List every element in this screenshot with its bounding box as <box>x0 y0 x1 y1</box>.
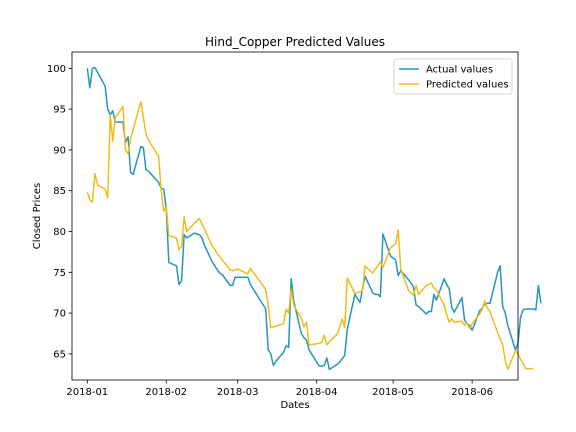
plot-frame <box>71 51 519 381</box>
y-tick-label: 80 <box>53 227 66 238</box>
x-tick-label: 2018-03 <box>217 387 259 398</box>
y-tick-label: 65 <box>53 349 66 360</box>
legend-box <box>393 58 513 95</box>
x-tick-label: 2018-05 <box>372 387 414 398</box>
x-tick-label: 2018-02 <box>145 387 187 398</box>
x-tick-label: 2018-04 <box>296 387 338 398</box>
legend-label-1: Actual values <box>426 65 493 76</box>
y-tick-label: 70 <box>53 309 66 320</box>
y-tick-label: 90 <box>53 145 66 156</box>
chart-title: Hind_Copper Predicted Values <box>205 35 385 49</box>
legend-label-2: Predicted values <box>426 80 509 91</box>
x-axis: 2018-01 2018-02 2018-03 2018-04 2018-05 2018-… <box>66 380 493 398</box>
series-line-2 <box>86 101 534 371</box>
series-layer <box>86 66 542 371</box>
series-line-1 <box>86 66 542 371</box>
x-axis-label: Dates <box>280 400 309 411</box>
y-axis-label: Closed Prices <box>32 183 43 249</box>
x-tick-label: 2018-01 <box>66 387 108 398</box>
legend: Actual values Predicted values <box>393 58 513 95</box>
plot-area <box>72 52 518 380</box>
y-tick-label: 100 <box>47 64 66 75</box>
x-tick-label: 2018-06 <box>451 387 493 398</box>
y-tick-label: 75 <box>53 268 66 279</box>
y-tick-label: 95 <box>53 105 66 116</box>
y-axis: 65 70 75 80 85 90 95 100 <box>47 64 72 360</box>
y-tick-label: 85 <box>53 186 66 197</box>
